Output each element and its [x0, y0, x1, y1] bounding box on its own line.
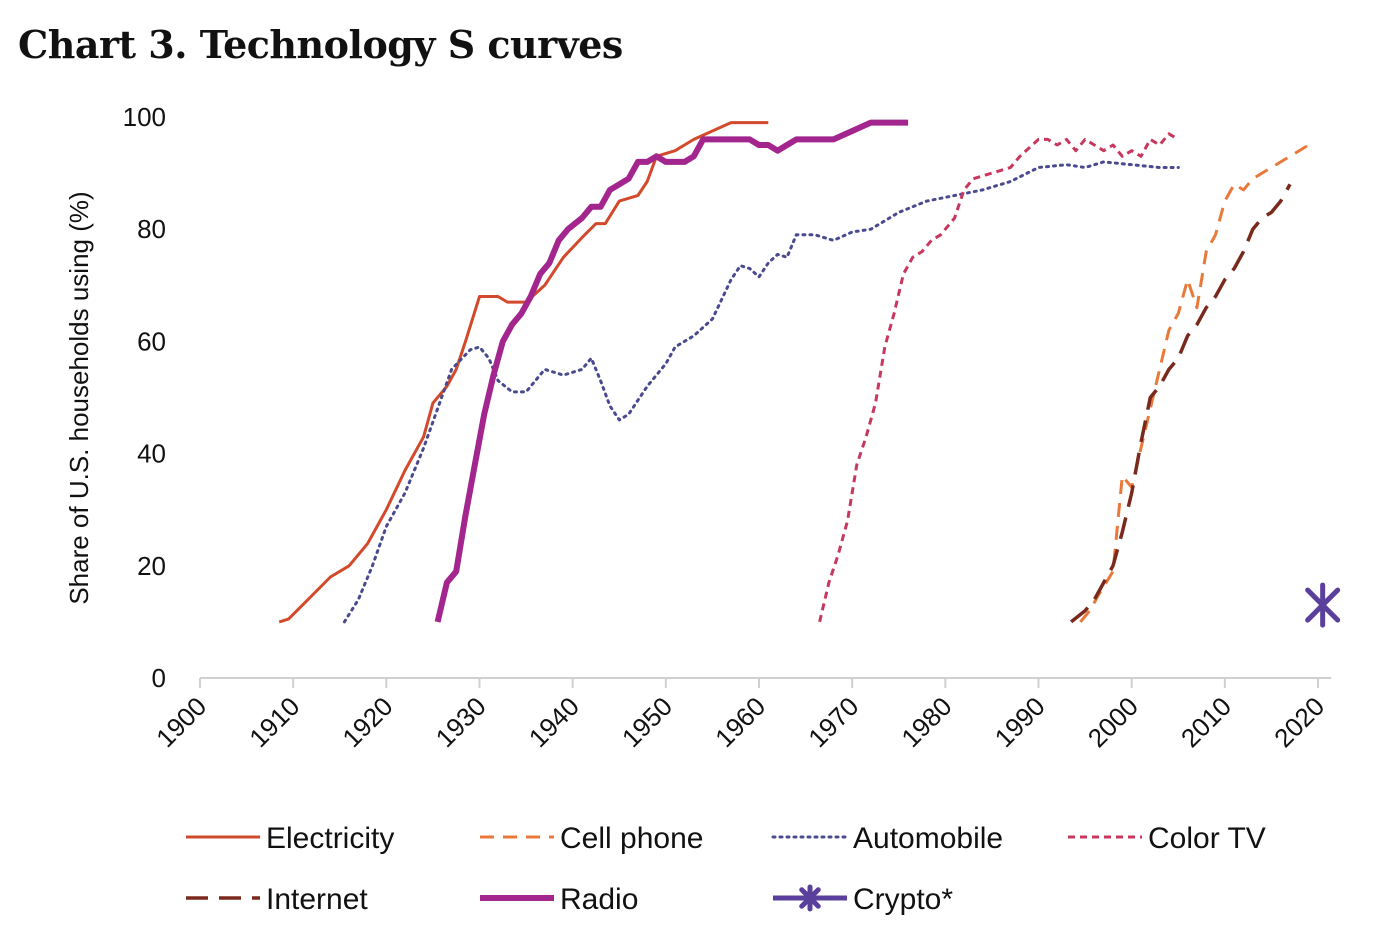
- x-tick-label: 1960: [709, 691, 771, 753]
- legend-label: Automobile: [853, 822, 1003, 855]
- series-crypto-point: [1305, 582, 1341, 628]
- series-automobile-line: [342, 160, 1180, 624]
- series-layer: [278, 119, 1341, 628]
- legend-item-internet: Internet: [186, 883, 368, 916]
- legend-label: Radio: [560, 883, 638, 916]
- y-tick-label: 60: [137, 326, 166, 356]
- legend-label: Crypto*: [853, 883, 953, 916]
- legend-label: Internet: [266, 883, 368, 916]
- chart-title: Chart 3. Technology S curves: [18, 22, 623, 67]
- series-cell-phone-line: [1079, 143, 1310, 623]
- series-electricity-line: [278, 121, 769, 624]
- x-tick-label: 1950: [616, 691, 678, 753]
- legend: Electricity Cell phone Automobile Color TV I…: [186, 822, 1266, 916]
- y-axis-label: Share of U.S. households using (%): [64, 191, 94, 604]
- x-tick-label: 1920: [336, 691, 398, 753]
- x-tick-label: 1970: [802, 691, 864, 753]
- series-color-tv-line: [818, 132, 1180, 623]
- y-tick-label: 0: [152, 663, 166, 693]
- x-tick-label: 1940: [523, 691, 585, 753]
- legend-item-crypto: Crypto*: [773, 883, 953, 916]
- axes: 1900 1910 1920 1930 1940 1950 1960 1970 1980 1990…: [123, 102, 1332, 753]
- legend-item-color-tv: Color TV: [1068, 822, 1266, 855]
- series-internet-line: [1070, 183, 1292, 624]
- legend-item-cell-phone: Cell phone: [480, 822, 703, 855]
- x-tick-label: 1910: [243, 691, 305, 753]
- y-tick-label: 40: [137, 439, 166, 469]
- x-tick-label: 2020: [1268, 691, 1330, 753]
- y-tick-label: 100: [123, 102, 166, 132]
- x-tick-label: 1900: [150, 691, 212, 753]
- x-tick-label: 1990: [989, 691, 1051, 753]
- x-tick-label: 1930: [430, 691, 492, 753]
- series-radio-line: [434, 119, 909, 623]
- legend-marker: [799, 884, 821, 912]
- x-tick-label: 1980: [895, 691, 957, 753]
- legend-item-radio: Radio: [480, 883, 638, 916]
- legend-label: Cell phone: [560, 822, 703, 855]
- x-tick-label: 2000: [1082, 691, 1144, 753]
- legend-label: Electricity: [266, 822, 394, 855]
- legend-item-electricity: Electricity: [186, 822, 394, 855]
- y-tick-label: 80: [137, 214, 166, 244]
- x-tick-label: 2010: [1175, 691, 1237, 753]
- legend-item-automobile: Automobile: [771, 822, 1003, 855]
- legend-label: Color TV: [1148, 822, 1266, 855]
- y-tick-label: 20: [137, 551, 166, 581]
